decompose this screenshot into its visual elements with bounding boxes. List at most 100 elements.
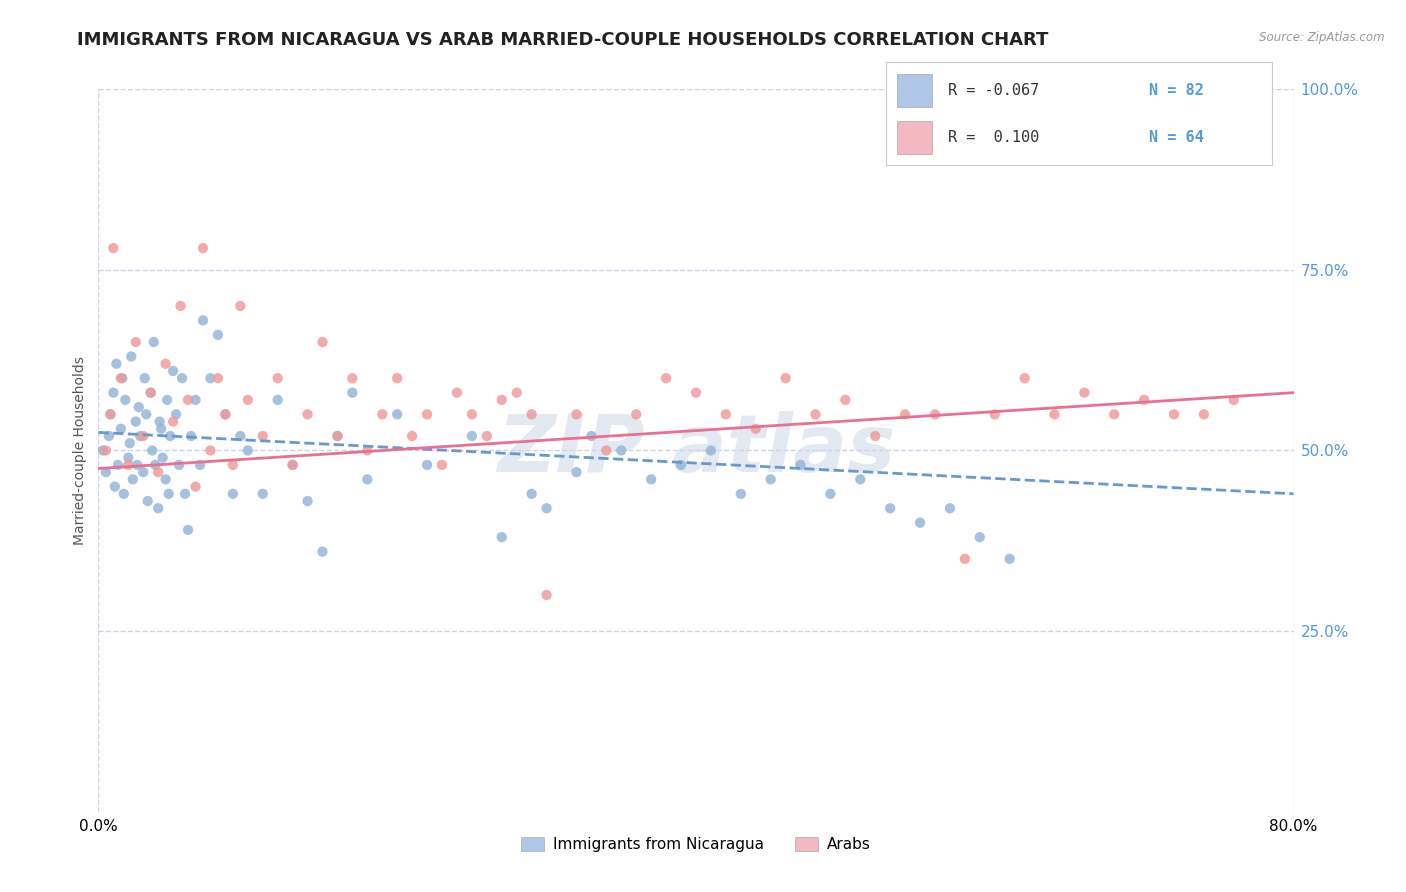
Point [714, 407, 737, 421]
Point [1043, 407, 1066, 421]
Point [120, 350, 142, 364]
Point [908, 516, 931, 530]
Point [184, 480, 207, 494]
Point [139, 385, 162, 400]
Point [125, 415, 148, 429]
Point [229, 429, 252, 443]
Point [128, 400, 150, 414]
Point [581, 429, 603, 443]
Point [506, 385, 529, 400]
Point [610, 443, 633, 458]
Point [491, 530, 513, 544]
Point [775, 371, 797, 385]
Point [132, 429, 155, 443]
Point [143, 458, 166, 472]
Point [1133, 392, 1156, 407]
Point [149, 415, 172, 429]
Point [789, 458, 811, 472]
Point [834, 392, 856, 407]
Point [865, 429, 887, 443]
Point [207, 371, 229, 385]
Point [1073, 385, 1095, 400]
Point [491, 392, 513, 407]
FancyBboxPatch shape [897, 121, 932, 153]
Point [385, 371, 409, 385]
FancyBboxPatch shape [897, 74, 932, 106]
Point [148, 465, 170, 479]
Point [214, 407, 236, 421]
Point [984, 407, 1007, 421]
Point [924, 407, 946, 421]
Point [730, 487, 752, 501]
Point [97, 429, 120, 443]
Point [520, 487, 543, 501]
Point [536, 501, 558, 516]
Point [104, 480, 127, 494]
Point [236, 392, 259, 407]
Point [94, 443, 117, 458]
Point [342, 371, 364, 385]
Point [565, 407, 588, 421]
Point [267, 392, 290, 407]
Point [142, 334, 165, 349]
Point [148, 501, 170, 516]
Point [188, 458, 211, 472]
Point [879, 501, 901, 516]
Point [165, 407, 187, 421]
Point [162, 364, 184, 378]
Point [745, 422, 768, 436]
Point [94, 465, 117, 479]
Point [155, 357, 177, 371]
Point [1223, 392, 1246, 407]
Point [461, 429, 484, 443]
Point [1014, 371, 1036, 385]
Point [105, 357, 128, 371]
Point [342, 385, 364, 400]
Text: R = -0.067: R = -0.067 [948, 83, 1039, 97]
Point [118, 436, 141, 450]
Point [998, 551, 1021, 566]
Point [111, 371, 134, 385]
Point [894, 407, 917, 421]
Point [655, 371, 678, 385]
Point [177, 392, 200, 407]
Point [103, 241, 125, 255]
Text: IMMIGRANTS FROM NICARAGUA VS ARAB MARRIED-COUPLE HOUSEHOLDS CORRELATION CHART: IMMIGRANTS FROM NICARAGUA VS ARAB MARRIE… [77, 31, 1049, 49]
Point [326, 429, 349, 443]
Point [1104, 407, 1126, 421]
Point [155, 472, 177, 486]
Point [200, 371, 222, 385]
Point [177, 523, 200, 537]
Text: Source: ZipAtlas.com: Source: ZipAtlas.com [1260, 31, 1385, 45]
Point [536, 588, 558, 602]
Point [98, 407, 122, 421]
Point [156, 392, 179, 407]
Point [191, 313, 214, 327]
Point [136, 494, 159, 508]
Point [169, 299, 191, 313]
Point [236, 443, 259, 458]
Point [252, 429, 274, 443]
Point [595, 443, 617, 458]
Point [132, 465, 155, 479]
Point [222, 487, 245, 501]
Point [953, 551, 976, 566]
Point [475, 429, 498, 443]
Point [565, 465, 588, 479]
Point [385, 407, 409, 421]
Point [159, 429, 181, 443]
Point [117, 450, 139, 465]
Point [157, 487, 180, 501]
Point [356, 472, 378, 486]
Point [110, 371, 132, 385]
Point [184, 392, 207, 407]
Point [125, 334, 148, 349]
Point [112, 487, 135, 501]
Point [117, 458, 139, 472]
Point [311, 334, 333, 349]
Point [401, 429, 423, 443]
Point [356, 443, 378, 458]
Point [141, 443, 163, 458]
Point [167, 458, 190, 472]
Point [135, 407, 157, 421]
